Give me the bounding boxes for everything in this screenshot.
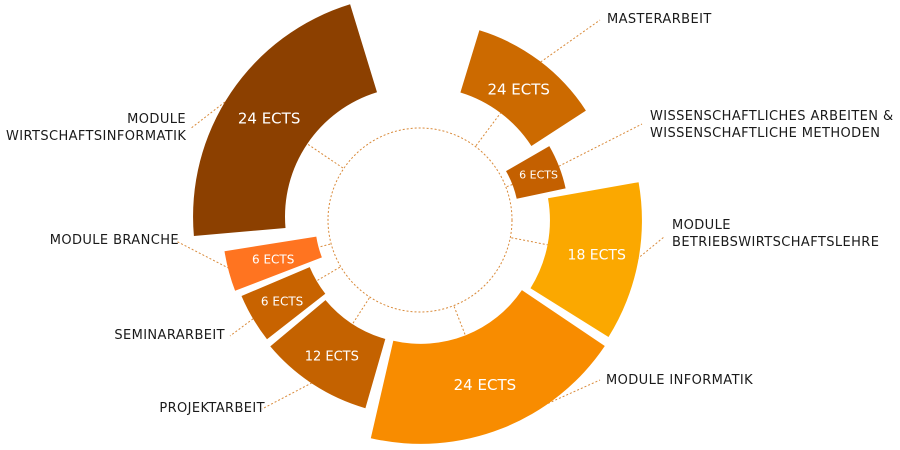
inner-leader-module-wirtschaftsinformatik <box>307 143 344 169</box>
segment-wissenschaftliches-arbeiten-and-wissenschaftliche-methoden <box>506 146 566 199</box>
label-module-betriebswirtschaftslehre: MODULE BETRIEBSWIRTSCHAFTSLEHRE <box>672 217 879 251</box>
label-module-informatik: MODULE INFORMATIK <box>606 372 753 389</box>
outer-leader-module-betriebswirtschaftslehre <box>633 236 665 262</box>
label-projektarbeit: PROJEKTARBEIT <box>130 400 265 417</box>
segment-module-wirtschaftsinformatik <box>193 4 377 236</box>
donut-segments <box>193 4 642 444</box>
outer-leader-masterarbeit <box>537 19 601 65</box>
outer-leader-wissenschaftliches-arbeiten-and-wissenschaftliche-methoden <box>555 123 643 169</box>
inner-leader-wissenschaftliches-arbeiten-and-wissenschaftliche-methoden <box>506 184 513 188</box>
label-line: MODULE INFORMATIK <box>606 373 754 388</box>
inner-leader-projektarbeit <box>352 297 370 325</box>
inner-leader-module-informatik <box>453 306 466 336</box>
label-line: MODULE BRANCHE <box>49 233 179 248</box>
label-line: MASTERARBEIT <box>607 12 712 27</box>
inner-leader-module-branche <box>318 243 331 248</box>
outer-leader-module-branche <box>175 240 233 271</box>
inner-leader-module-betriebswirtschaftslehre <box>511 237 548 246</box>
label-seminararbeit: SEMINARARBEIT <box>90 327 225 344</box>
label-line: WISSENSCHAFTLICHES ARBEITEN & <box>650 109 894 124</box>
segment-value-masterarbeit: 24 ECTS <box>487 80 550 98</box>
label-wissenschaftliches-arbeiten-and-wissenschaftliche-methoden: WISSENSCHAFTLICHES ARBEITEN & WISSENSCHAF… <box>650 108 894 142</box>
segment-value-module-branche: 6 ECTS <box>252 253 294 267</box>
segment-projektarbeit <box>270 300 386 409</box>
segment-value-module-wirtschaftsinformatik: 24 ECTS <box>238 110 301 128</box>
label-module-wirtschaftsinformatik: MODULE WIRTSCHAFTSINFORMATIK <box>6 111 186 145</box>
inner-leader-masterarbeit <box>475 112 501 147</box>
label-line: MODULE <box>672 218 731 233</box>
segment-seminararbeit <box>241 267 326 340</box>
outer-leader-projektarbeit <box>261 380 316 410</box>
segment-value-wissenschaftliches-arbeiten-and-wissenschaftliche-methoden: 6 ECTS <box>519 168 558 181</box>
segment-module-informatik <box>370 290 605 444</box>
label-line: WIRTSCHAFTSINFORMATIK <box>6 129 187 144</box>
label-line: WISSENSCHAFTLICHE METHODEN <box>650 126 881 141</box>
segment-module-betriebswirtschaftslehre <box>530 182 642 337</box>
label-line: MODULE <box>127 112 186 127</box>
segment-value-module-betriebswirtschaftslehre: 18 ECTS <box>568 247 626 263</box>
label-line: PROJEKTARBEIT <box>159 401 265 416</box>
label-module-branche: MODULE BRANCHE <box>44 232 179 249</box>
inner-leader-seminararbeit <box>316 266 341 282</box>
outer-leader-seminararbeit <box>229 315 257 337</box>
segment-value-projektarbeit: 12 ECTS <box>305 350 359 365</box>
segment-masterarbeit <box>460 30 586 146</box>
inner-dashed-ring <box>327 127 513 313</box>
segment-value-seminararbeit: 6 ECTS <box>261 295 303 309</box>
label-masterarbeit: MASTERARBEIT <box>607 11 712 28</box>
label-line: BETRIEBSWIRTSCHAFTSLEHRE <box>672 235 880 250</box>
label-line: SEMINARARBEIT <box>114 328 225 343</box>
segment-module-branche <box>224 236 322 291</box>
segment-value-labels: 24 ECTS 6 ECTS 18 ECTS 24 ECTS 12 ECTS 6 ECTS… <box>238 80 626 394</box>
segment-value-module-informatik: 24 ECTS <box>454 376 517 394</box>
